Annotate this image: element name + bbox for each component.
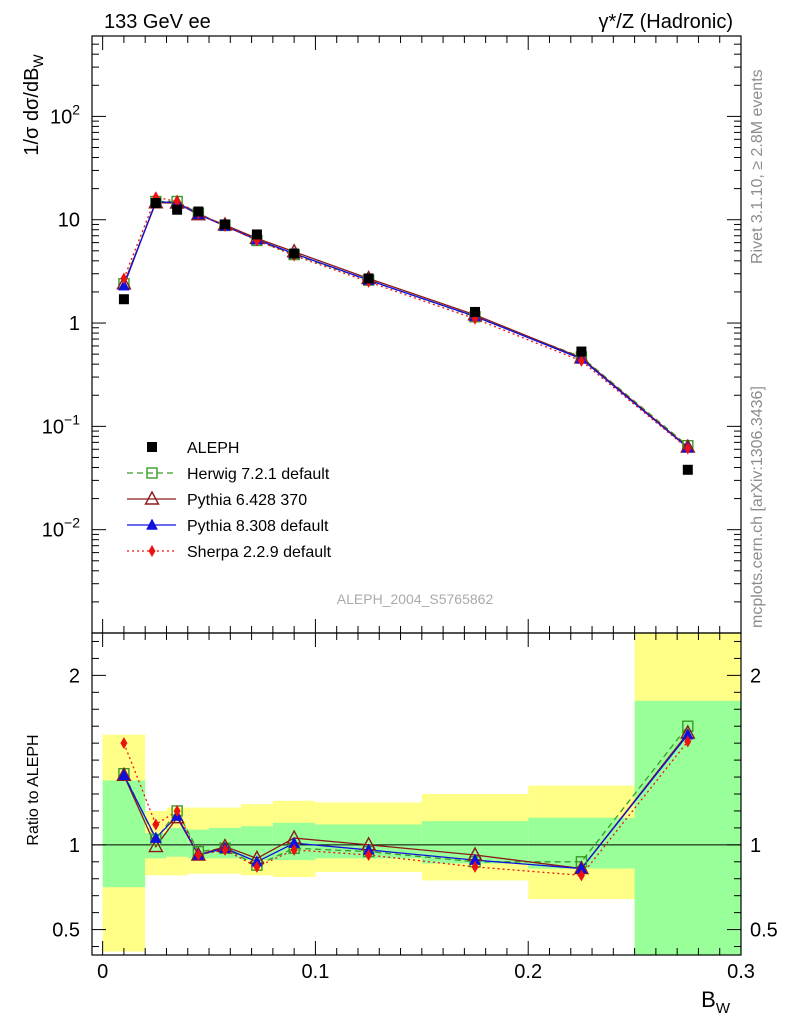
side-label-bottom: mcplots.cern.ch [arXiv:1306.3436] (749, 386, 766, 628)
data-point-9 (576, 346, 587, 357)
band-inner-bin-2 (166, 827, 188, 857)
series-lines (123, 196, 689, 877)
series-3-point-9 (577, 354, 585, 367)
y-axis-label-main: 1/σ dσ/dBW (21, 54, 46, 156)
series-3-ratio-point-5 (253, 860, 261, 873)
x-tick-label: 0.1 (302, 961, 330, 983)
title-right: γ*/Z (Hadronic) (599, 11, 733, 33)
series-1-ratio-point-0 (116, 766, 132, 782)
series-line-ratio-0 (123, 725, 689, 866)
series-line-main-0 (123, 200, 689, 447)
band-inner-bin-0 (102, 780, 146, 888)
legend-label-1: Herwig 7.2.1 default (187, 466, 330, 483)
y-tick-label-main: 102 (50, 101, 80, 128)
ratio-uncertainty-bands (92, 633, 741, 955)
y-tick-label-main: 10−1 (42, 411, 80, 438)
series-3-ratio-point-0 (120, 737, 128, 750)
y-tick-label-ratio: 0.5 (52, 920, 80, 942)
legend-marker-4 (148, 545, 156, 557)
series-1-ratio-point-1 (148, 838, 164, 853)
data-point-6 (289, 248, 300, 259)
analysis-id: ALEPH_2004_S5765862 (337, 591, 494, 607)
x-tick-label: 0.3 (727, 961, 755, 983)
band-inner-bin-5 (240, 826, 273, 861)
axis-tick-labels: 0 0.1 0.2 0.3 10−2 10−1 1 10 102 0.5 0.5 1 1 2 2 (42, 101, 778, 983)
series-3-point-2 (173, 195, 181, 208)
title-left: 133 GeV ee (104, 11, 211, 33)
data-point-7 (363, 273, 374, 284)
legend-marker-1 (146, 467, 158, 479)
series-3-point-10 (684, 442, 692, 455)
y-tick-label-ratio-right: 2 (750, 665, 761, 687)
series-3-ratio-point-10 (684, 735, 692, 748)
series-3-ratio-point-4 (221, 843, 229, 856)
series-line-main-2 (123, 200, 689, 449)
legend-label-0: ALEPH (187, 440, 239, 457)
y-tick-label-main: 10−2 (42, 515, 80, 542)
series-3-ratio-point-3 (194, 849, 202, 862)
legend-marker-3 (146, 518, 158, 530)
x-tick-label: 0 (97, 961, 108, 983)
data-point-2 (172, 204, 183, 215)
data-point-10 (682, 464, 693, 475)
series-2-ratio-point-1 (149, 831, 162, 843)
series-3-ratio-point-2 (173, 804, 181, 817)
series-line-main-3 (123, 196, 689, 450)
axis-ticks (92, 35, 742, 955)
series-3-ratio-point-1 (152, 818, 160, 831)
x-tick-label: 0.2 (514, 961, 542, 983)
y-tick-label-ratio: 2 (69, 665, 80, 687)
data-point-0 (118, 294, 129, 305)
legend-marker-0 (147, 442, 157, 452)
legend: ALEPH Herwig 7.2.1 default Pythia 6.428 37… (127, 440, 332, 561)
y-tick-label-ratio: 1 (69, 835, 80, 857)
legend-label-2: Pythia 6.428 370 (187, 492, 307, 509)
data-point-4 (219, 219, 230, 230)
y-tick-label-main: 1 (69, 313, 80, 335)
data-point-1 (150, 198, 161, 209)
series-line-main-1 (123, 202, 689, 448)
side-label-top: Rivet 3.1.10, ≥ 2.8M events (749, 69, 766, 264)
band-inner-bin-9 (528, 817, 635, 869)
y-tick-label-ratio-right: 1 (750, 835, 761, 857)
series-2-point-0 (118, 279, 130, 291)
y-axis-label-ratio: Ratio to ALEPH (25, 734, 42, 845)
series-3-ratio-point-6 (290, 843, 298, 856)
series-3-point-0 (120, 272, 128, 285)
data-point-3 (193, 206, 204, 217)
legend-marker-2 (144, 490, 160, 505)
legend-label-3: Pythia 8.308 default (187, 518, 329, 535)
data-point-5 (251, 229, 262, 240)
series-2-ratio-point-0 (118, 768, 130, 781)
legend-label-4: Sherpa 2.2.9 default (187, 544, 332, 561)
y-tick-label-ratio-right: 0.5 (750, 920, 778, 942)
data-point-8 (470, 306, 481, 317)
series-markers (116, 191, 696, 882)
x-axis-label: BW (701, 987, 731, 1017)
y-tick-label-main: 10 (58, 210, 80, 232)
series-3-ratio-point-9 (577, 869, 585, 882)
series-3-ratio-point-7 (365, 849, 373, 862)
series-3-ratio-point-8 (471, 860, 479, 873)
